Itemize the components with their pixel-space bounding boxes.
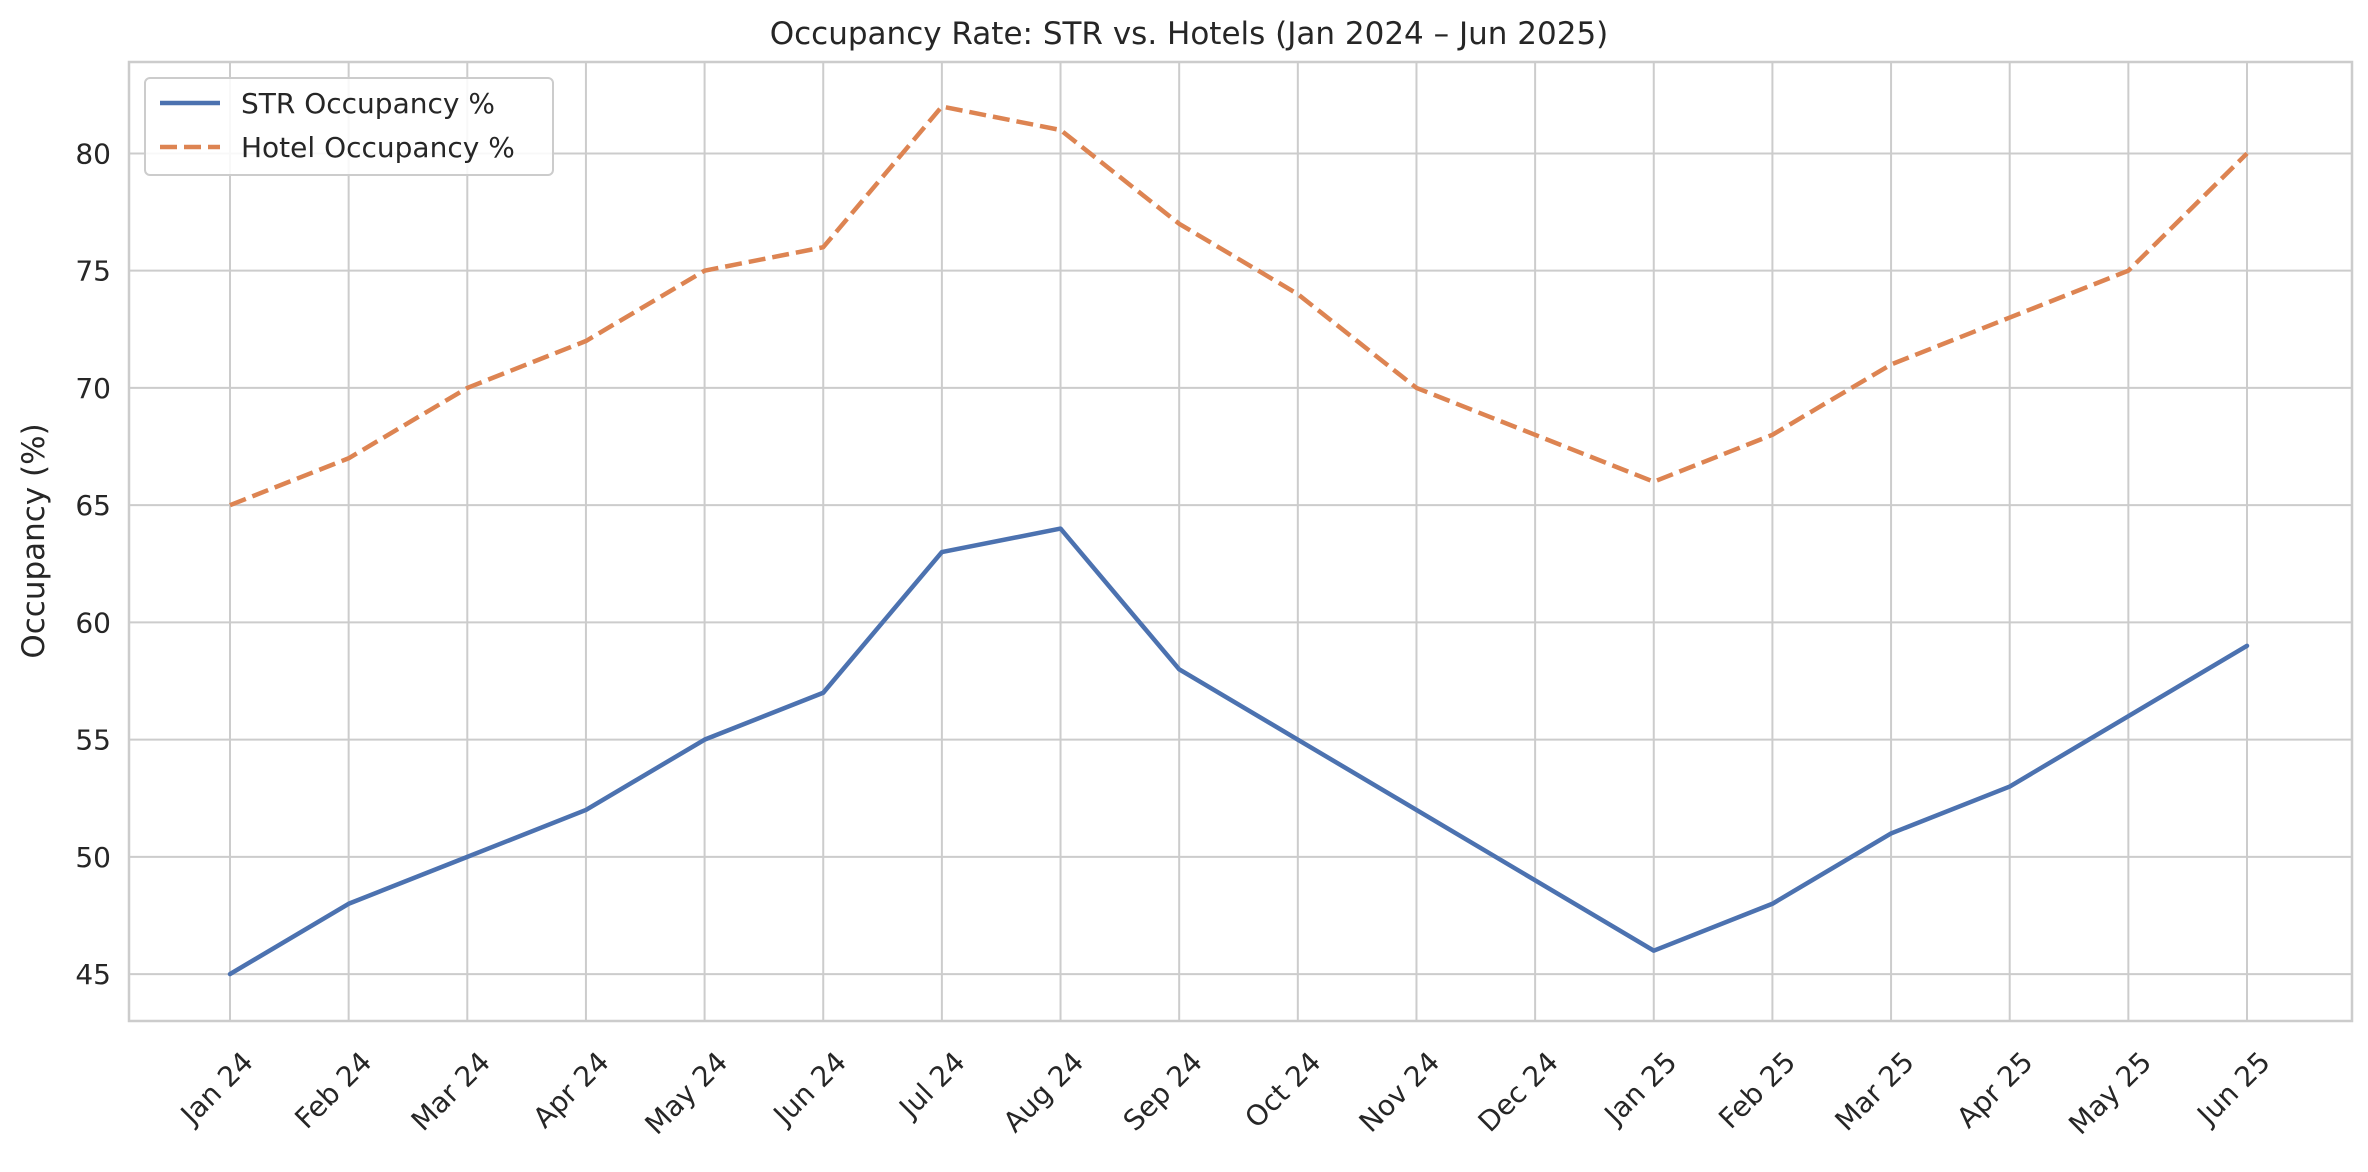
y-tick-label: 45 — [75, 958, 111, 991]
legend-label-str: STR Occupancy % — [241, 87, 495, 120]
y-tick-label: 60 — [75, 606, 111, 639]
y-tick-label: 80 — [75, 137, 111, 170]
y-tick-label: 65 — [75, 489, 111, 522]
y-axis-label: Occupancy (%) — [16, 423, 52, 658]
y-tick-label: 75 — [75, 255, 111, 288]
chart-title: Occupancy Rate: STR vs. Hotels (Jan 2024… — [770, 16, 1609, 52]
y-tick-label: 55 — [75, 724, 111, 757]
legend: STR Occupancy % Hotel Occupancy % — [145, 78, 553, 175]
y-tick-label: 70 — [75, 372, 111, 405]
legend-label-hotel: Hotel Occupancy % — [241, 131, 515, 164]
y-tick-label: 50 — [75, 841, 111, 874]
